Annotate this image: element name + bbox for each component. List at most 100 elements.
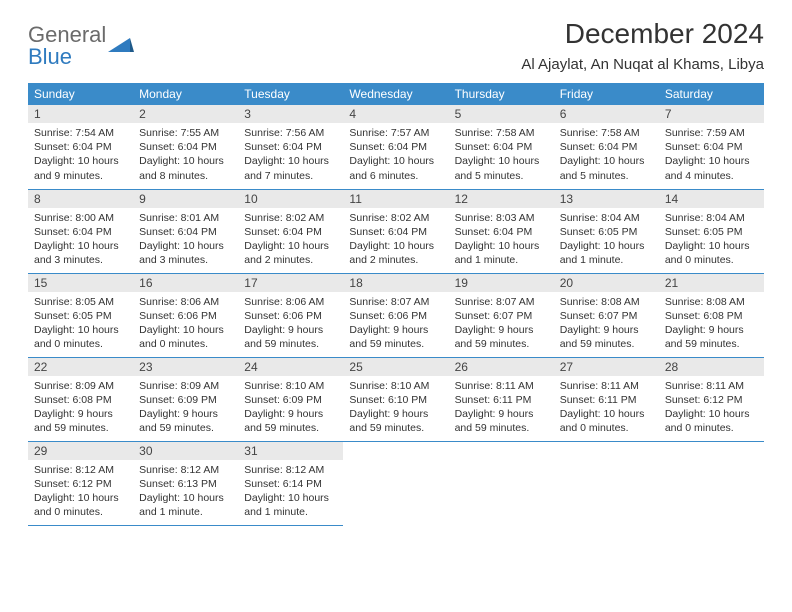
day-details: Sunrise: 7:55 AMSunset: 6:04 PMDaylight:…	[133, 123, 238, 187]
day-number: 18	[343, 274, 448, 292]
day-details: Sunrise: 8:02 AMSunset: 6:04 PMDaylight:…	[343, 208, 448, 272]
day-number: 14	[659, 190, 764, 208]
day-details: Sunrise: 7:58 AMSunset: 6:04 PMDaylight:…	[449, 123, 554, 187]
calendar-page: General Blue December 2024 Al Ajaylat, A…	[0, 0, 792, 544]
day-number: 30	[133, 442, 238, 460]
header: General Blue December 2024 Al Ajaylat, A…	[28, 18, 764, 73]
day-number: 21	[659, 274, 764, 292]
calendar-cell: 28Sunrise: 8:11 AMSunset: 6:12 PMDayligh…	[659, 357, 764, 441]
calendar-cell: 21Sunrise: 8:08 AMSunset: 6:08 PMDayligh…	[659, 273, 764, 357]
day-details: Sunrise: 8:10 AMSunset: 6:10 PMDaylight:…	[343, 376, 448, 440]
weekday-header: Tuesday	[238, 83, 343, 105]
day-number: 16	[133, 274, 238, 292]
calendar-cell: 15Sunrise: 8:05 AMSunset: 6:05 PMDayligh…	[28, 273, 133, 357]
calendar-cell: 26Sunrise: 8:11 AMSunset: 6:11 PMDayligh…	[449, 357, 554, 441]
day-number: 1	[28, 105, 133, 123]
day-details: Sunrise: 8:07 AMSunset: 6:06 PMDaylight:…	[343, 292, 448, 356]
day-number: 10	[238, 190, 343, 208]
day-details: Sunrise: 8:09 AMSunset: 6:09 PMDaylight:…	[133, 376, 238, 440]
day-details: Sunrise: 8:06 AMSunset: 6:06 PMDaylight:…	[238, 292, 343, 356]
calendar-cell: 24Sunrise: 8:10 AMSunset: 6:09 PMDayligh…	[238, 357, 343, 441]
day-number: 8	[28, 190, 133, 208]
day-details: Sunrise: 8:06 AMSunset: 6:06 PMDaylight:…	[133, 292, 238, 356]
day-details: Sunrise: 8:08 AMSunset: 6:08 PMDaylight:…	[659, 292, 764, 356]
day-details: Sunrise: 8:03 AMSunset: 6:04 PMDaylight:…	[449, 208, 554, 272]
month-title: December 2024	[521, 18, 764, 50]
day-details: Sunrise: 8:11 AMSunset: 6:12 PMDaylight:…	[659, 376, 764, 440]
day-details: Sunrise: 8:05 AMSunset: 6:05 PMDaylight:…	[28, 292, 133, 356]
weekday-header: Wednesday	[343, 83, 448, 105]
day-details: Sunrise: 7:54 AMSunset: 6:04 PMDaylight:…	[28, 123, 133, 187]
day-number: 12	[449, 190, 554, 208]
weekday-header: Friday	[554, 83, 659, 105]
calendar-cell: 11Sunrise: 8:02 AMSunset: 6:04 PMDayligh…	[343, 189, 448, 273]
calendar-cell: 27Sunrise: 8:11 AMSunset: 6:11 PMDayligh…	[554, 357, 659, 441]
logo: General Blue	[28, 24, 134, 68]
calendar-cell: 16Sunrise: 8:06 AMSunset: 6:06 PMDayligh…	[133, 273, 238, 357]
day-number: 25	[343, 358, 448, 376]
day-number: 4	[343, 105, 448, 123]
weekday-header: Monday	[133, 83, 238, 105]
day-number: 3	[238, 105, 343, 123]
day-number: 6	[554, 105, 659, 123]
calendar-cell: 5Sunrise: 7:58 AMSunset: 6:04 PMDaylight…	[449, 105, 554, 189]
day-details: Sunrise: 8:07 AMSunset: 6:07 PMDaylight:…	[449, 292, 554, 356]
calendar-cell: 17Sunrise: 8:06 AMSunset: 6:06 PMDayligh…	[238, 273, 343, 357]
day-number: 28	[659, 358, 764, 376]
calendar-cell: 25Sunrise: 8:10 AMSunset: 6:10 PMDayligh…	[343, 357, 448, 441]
calendar-row: 29Sunrise: 8:12 AMSunset: 6:12 PMDayligh…	[28, 441, 764, 525]
calendar-cell: 10Sunrise: 8:02 AMSunset: 6:04 PMDayligh…	[238, 189, 343, 273]
logo-word-bottom: Blue	[28, 46, 106, 68]
day-details: Sunrise: 8:12 AMSunset: 6:12 PMDaylight:…	[28, 460, 133, 524]
calendar-cell: 18Sunrise: 8:07 AMSunset: 6:06 PMDayligh…	[343, 273, 448, 357]
day-number: 31	[238, 442, 343, 460]
day-number: 9	[133, 190, 238, 208]
calendar-cell	[449, 441, 554, 525]
day-number: 22	[28, 358, 133, 376]
calendar-cell: 1Sunrise: 7:54 AMSunset: 6:04 PMDaylight…	[28, 105, 133, 189]
calendar-cell: 30Sunrise: 8:12 AMSunset: 6:13 PMDayligh…	[133, 441, 238, 525]
day-details: Sunrise: 8:10 AMSunset: 6:09 PMDaylight:…	[238, 376, 343, 440]
weekday-header: Thursday	[449, 83, 554, 105]
day-details: Sunrise: 8:12 AMSunset: 6:13 PMDaylight:…	[133, 460, 238, 524]
calendar-cell: 22Sunrise: 8:09 AMSunset: 6:08 PMDayligh…	[28, 357, 133, 441]
calendar-row: 15Sunrise: 8:05 AMSunset: 6:05 PMDayligh…	[28, 273, 764, 357]
weekday-header: Sunday	[28, 83, 133, 105]
calendar-cell: 2Sunrise: 7:55 AMSunset: 6:04 PMDaylight…	[133, 105, 238, 189]
day-details: Sunrise: 8:04 AMSunset: 6:05 PMDaylight:…	[554, 208, 659, 272]
day-number: 23	[133, 358, 238, 376]
calendar-cell: 29Sunrise: 8:12 AMSunset: 6:12 PMDayligh…	[28, 441, 133, 525]
day-number: 17	[238, 274, 343, 292]
day-details: Sunrise: 8:00 AMSunset: 6:04 PMDaylight:…	[28, 208, 133, 272]
calendar-cell	[343, 441, 448, 525]
day-details: Sunrise: 8:01 AMSunset: 6:04 PMDaylight:…	[133, 208, 238, 272]
calendar-cell	[659, 441, 764, 525]
calendar-cell: 7Sunrise: 7:59 AMSunset: 6:04 PMDaylight…	[659, 105, 764, 189]
day-details: Sunrise: 8:11 AMSunset: 6:11 PMDaylight:…	[554, 376, 659, 440]
calendar-body: 1Sunrise: 7:54 AMSunset: 6:04 PMDaylight…	[28, 105, 764, 525]
calendar-cell: 13Sunrise: 8:04 AMSunset: 6:05 PMDayligh…	[554, 189, 659, 273]
day-number: 2	[133, 105, 238, 123]
logo-text-block: General Blue	[28, 24, 106, 68]
calendar-cell: 23Sunrise: 8:09 AMSunset: 6:09 PMDayligh…	[133, 357, 238, 441]
day-number: 5	[449, 105, 554, 123]
title-block: December 2024 Al Ajaylat, An Nuqat al Kh…	[521, 18, 764, 73]
calendar-row: 22Sunrise: 8:09 AMSunset: 6:08 PMDayligh…	[28, 357, 764, 441]
calendar-cell: 19Sunrise: 8:07 AMSunset: 6:07 PMDayligh…	[449, 273, 554, 357]
day-details: Sunrise: 8:02 AMSunset: 6:04 PMDaylight:…	[238, 208, 343, 272]
day-number: 11	[343, 190, 448, 208]
day-details: Sunrise: 7:57 AMSunset: 6:04 PMDaylight:…	[343, 123, 448, 187]
calendar-table: Sunday Monday Tuesday Wednesday Thursday…	[28, 83, 764, 526]
calendar-cell: 9Sunrise: 8:01 AMSunset: 6:04 PMDaylight…	[133, 189, 238, 273]
day-number: 7	[659, 105, 764, 123]
day-details: Sunrise: 8:08 AMSunset: 6:07 PMDaylight:…	[554, 292, 659, 356]
day-number: 20	[554, 274, 659, 292]
calendar-cell: 14Sunrise: 8:04 AMSunset: 6:05 PMDayligh…	[659, 189, 764, 273]
day-details: Sunrise: 7:56 AMSunset: 6:04 PMDaylight:…	[238, 123, 343, 187]
location-subtitle: Al Ajaylat, An Nuqat al Khams, Libya	[521, 56, 764, 73]
day-details: Sunrise: 8:09 AMSunset: 6:08 PMDaylight:…	[28, 376, 133, 440]
calendar-cell: 3Sunrise: 7:56 AMSunset: 6:04 PMDaylight…	[238, 105, 343, 189]
day-details: Sunrise: 8:04 AMSunset: 6:05 PMDaylight:…	[659, 208, 764, 272]
calendar-row: 1Sunrise: 7:54 AMSunset: 6:04 PMDaylight…	[28, 105, 764, 189]
calendar-cell: 8Sunrise: 8:00 AMSunset: 6:04 PMDaylight…	[28, 189, 133, 273]
